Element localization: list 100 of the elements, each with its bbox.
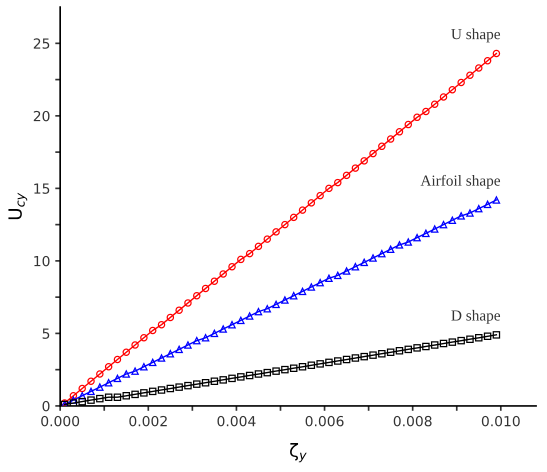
point	[360, 352, 368, 360]
point	[308, 199, 316, 207]
point	[228, 262, 236, 270]
point	[448, 86, 456, 94]
point	[219, 270, 227, 278]
x-tick-label: 0.006	[306, 416, 344, 426]
y-tick-label: 15	[34, 184, 50, 194]
point	[70, 399, 78, 406]
point	[148, 326, 156, 334]
point	[166, 384, 174, 392]
point	[404, 238, 412, 246]
point	[228, 374, 236, 382]
point	[175, 383, 183, 391]
point	[308, 283, 316, 291]
point	[334, 178, 342, 186]
x-tick-label: 0.004	[217, 416, 256, 426]
point	[484, 332, 492, 340]
point	[475, 64, 483, 72]
series-label: Airfoil shape	[420, 174, 500, 189]
point	[246, 250, 254, 258]
point	[298, 363, 306, 371]
point	[378, 250, 386, 258]
point	[281, 220, 289, 228]
point	[457, 336, 465, 344]
point	[492, 196, 500, 204]
point	[475, 334, 483, 342]
point	[386, 135, 394, 143]
point	[378, 142, 386, 150]
point	[166, 350, 174, 358]
point	[298, 288, 306, 296]
point	[219, 325, 227, 333]
point	[440, 220, 448, 228]
point	[193, 292, 201, 300]
series-label: U shape	[451, 28, 500, 42]
point	[448, 216, 456, 224]
point	[87, 396, 95, 404]
x-tick-label: 0.002	[129, 416, 167, 426]
point	[237, 316, 245, 324]
point	[290, 214, 298, 222]
point	[228, 320, 236, 328]
point	[184, 341, 192, 349]
point	[158, 320, 166, 328]
point	[140, 334, 148, 342]
point	[114, 393, 122, 401]
point	[466, 209, 474, 217]
point	[184, 299, 192, 307]
point	[342, 172, 350, 180]
point	[404, 120, 412, 128]
point	[290, 292, 298, 300]
point	[184, 382, 192, 390]
point	[413, 114, 421, 122]
y-tick-label: 10	[34, 256, 50, 266]
point	[202, 284, 210, 292]
y-tick-label: 25	[34, 38, 50, 49]
point	[325, 358, 333, 366]
point	[492, 331, 500, 339]
point	[440, 340, 448, 348]
point	[96, 370, 104, 378]
x-tick-label: 0.008	[394, 416, 432, 426]
point	[386, 348, 394, 356]
point	[325, 274, 333, 282]
point	[219, 376, 227, 384]
point	[78, 398, 86, 406]
point	[78, 384, 86, 392]
point	[175, 306, 183, 314]
point	[254, 308, 262, 316]
point	[131, 367, 139, 375]
point	[378, 350, 386, 358]
point	[457, 212, 465, 220]
point	[457, 78, 465, 86]
point	[484, 200, 492, 208]
point	[430, 100, 438, 108]
point	[264, 235, 272, 243]
point	[334, 272, 342, 280]
point	[413, 344, 421, 352]
point	[360, 157, 368, 165]
point	[281, 296, 289, 304]
point	[386, 246, 394, 254]
point	[369, 351, 377, 359]
point	[352, 164, 360, 172]
point	[131, 390, 139, 398]
point	[87, 378, 95, 386]
point	[104, 378, 112, 386]
point	[210, 330, 218, 338]
point	[78, 392, 86, 400]
point	[122, 392, 130, 400]
point	[404, 346, 412, 354]
y-tick-label: 20	[34, 110, 50, 122]
point	[475, 204, 483, 212]
x-tick-label: 0.010	[482, 416, 520, 426]
point	[396, 241, 404, 249]
point	[334, 357, 342, 365]
series-label: D shape	[451, 310, 500, 324]
point	[193, 380, 201, 388]
y-tick-label: 5	[42, 328, 50, 339]
point	[316, 192, 324, 200]
x-tick-label: 0.000	[41, 416, 80, 426]
point	[193, 336, 201, 344]
point	[202, 378, 210, 386]
point	[202, 334, 210, 342]
